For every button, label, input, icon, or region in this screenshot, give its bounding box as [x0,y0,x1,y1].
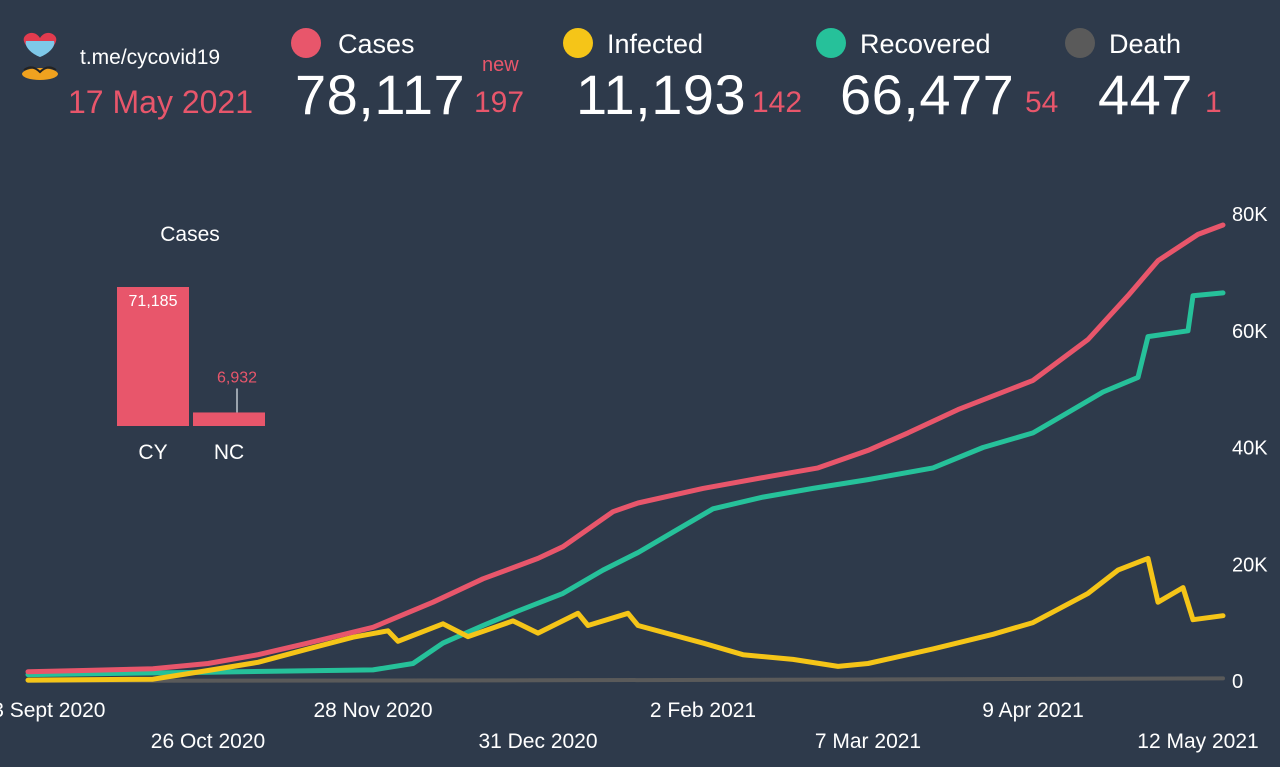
x-tick-label-26-oct-2020: 26 Oct 2020 [151,730,265,753]
series-recovered-line [25,290,1226,678]
infected-value: 11,193 [576,63,747,126]
cases-value: 78,117 [295,63,466,126]
cases-delta: 197 [474,86,525,119]
series-death-line [26,676,1225,683]
y-tick-label-80k: 80K [1232,204,1268,226]
series-cases-line [25,222,1226,675]
death-value: 447 [1098,63,1193,126]
recovered-delta: 54 [1025,86,1059,119]
infected-legend-dot [563,28,593,58]
x-tick-label-7-mar-2021: 7 Mar 2021 [815,730,921,753]
death-legend-dot [1065,28,1095,58]
series-infected-line [25,555,1226,683]
bar-value-label-nc: 6,932 [217,369,257,386]
new-label: new [482,54,519,76]
recovered-legend-dot [816,28,846,58]
x-tick-label-12-may-2021: 12 May 2021 [1137,730,1258,753]
bar-cy [117,287,189,426]
recovered-label: Recovered [860,29,991,59]
death-label: Death [1109,29,1182,59]
x-tick-label-28-nov-2020: 28 Nov 2020 [313,699,432,722]
x-tick-label-2-feb-2021: 2 Feb 2021 [650,699,756,722]
y-tick-label-40k: 40K [1232,438,1268,460]
cases-legend-dot [291,28,321,58]
recovered-value: 66,477 [840,63,1015,126]
y-tick-label-20k: 20K [1232,554,1268,576]
cases-label: Cases [338,29,415,59]
death-delta: 1 [1205,86,1222,119]
report-date: 17 May 2021 [68,84,254,120]
bar-category-label-cy: CY [138,441,167,464]
telegram-handle[interactable]: t.me/cycovid19 [80,46,221,69]
bar-chart-title: Cases [160,223,220,246]
bar-value-label-cy: 71,185 [129,293,178,310]
logo-icon [18,30,62,86]
x-tick-label-31-dec-2020: 31 Dec 2020 [478,730,597,753]
infected-label: Infected [607,29,704,59]
bar-nc [193,412,265,426]
bar-category-label-nc: NC [214,441,244,464]
x-tick-label-23-sept-2020: 23 Sept 2020 [0,699,105,722]
y-tick-label-60k: 60K [1232,321,1268,343]
y-tick-label-0: 0 [1232,671,1243,693]
x-tick-label-9-apr-2021: 9 Apr 2021 [982,699,1084,722]
infected-delta: 142 [752,86,803,119]
